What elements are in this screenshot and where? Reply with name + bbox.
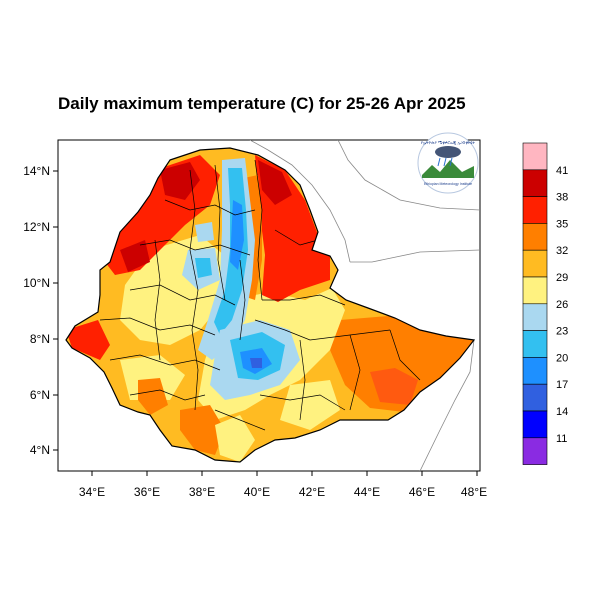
- colorbar-label: 23: [556, 326, 568, 338]
- x-tick-label: 42°E: [299, 485, 325, 499]
- y-tick-label: 14°N: [23, 164, 50, 178]
- colorbar-label: 17: [556, 379, 568, 391]
- colorbar-label: 11: [556, 433, 567, 445]
- colorbar-swatch: [522, 223, 548, 251]
- y-axis: [53, 170, 58, 451]
- x-tick-label: 48°E: [461, 485, 487, 499]
- colorbar-swatch: [522, 276, 548, 305]
- logo-text-top: የኢትዮጵያ ሜቲዎሮሎጂ ኢንስቲትዩት: [421, 140, 475, 145]
- x-axis: [91, 471, 478, 476]
- colorbar-label: 14: [556, 406, 568, 418]
- internal-boundaries: [99, 159, 421, 431]
- colorbar-label: 32: [556, 245, 568, 257]
- colorbar: [522, 142, 548, 465]
- colorbar-swatch: [522, 357, 548, 385]
- colorbar-swatch: [522, 249, 548, 278]
- x-tick-labels: 34°E 36°E 38°E 40°E 42°E 44°E 46°E 48°E: [79, 485, 487, 499]
- colorbar-label: 20: [556, 352, 568, 364]
- y-tick-label: 4°N: [30, 443, 50, 457]
- map-title: Daily maximum temperature (C) for 25-26 …: [58, 94, 466, 113]
- y-tick-label: 8°N: [30, 332, 50, 346]
- colorbar-label: 41: [556, 165, 568, 177]
- y-tick-label: 6°N: [30, 388, 50, 402]
- x-tick-label: 36°E: [134, 485, 160, 499]
- colorbar-swatch: [522, 330, 548, 358]
- colorbar-label: 26: [556, 299, 568, 311]
- colorbar-swatch: [522, 437, 548, 465]
- colorbar-swatch: [522, 169, 548, 197]
- colorbar-swatch: [522, 410, 548, 439]
- colorbar-label: 38: [556, 192, 568, 204]
- colorbar-swatch: [522, 383, 548, 412]
- x-tick-label: 34°E: [79, 485, 105, 499]
- y-tick-label: 12°N: [23, 220, 50, 234]
- x-tick-label: 44°E: [354, 485, 380, 499]
- logo-text-bottom: Ethiopian Meteorology Institute: [424, 182, 472, 186]
- colorbar-labels: 41 38 35 32 29 26 23 20 17 14 11: [556, 165, 568, 445]
- y-tick-label: 10°N: [23, 276, 50, 290]
- colorbar-label: 29: [556, 272, 568, 284]
- institute-logo: የኢትዮጵያ ሜቲዎሮሎጂ ኢንስቲትዩት Ethiopian Meteorol…: [417, 132, 479, 194]
- colorbar-label: 35: [556, 218, 568, 230]
- neighbor-borders: [249, 140, 480, 471]
- x-tick-label: 38°E: [189, 485, 215, 499]
- y-tick-labels: 14°N 12°N 10°N 8°N 6°N 4°N: [23, 164, 50, 457]
- colorbar-swatch: [522, 142, 548, 171]
- colorbar-swatch: [522, 196, 548, 224]
- x-tick-label: 46°E: [409, 485, 435, 499]
- colorbar-swatch: [522, 303, 548, 331]
- x-tick-label: 40°E: [244, 485, 270, 499]
